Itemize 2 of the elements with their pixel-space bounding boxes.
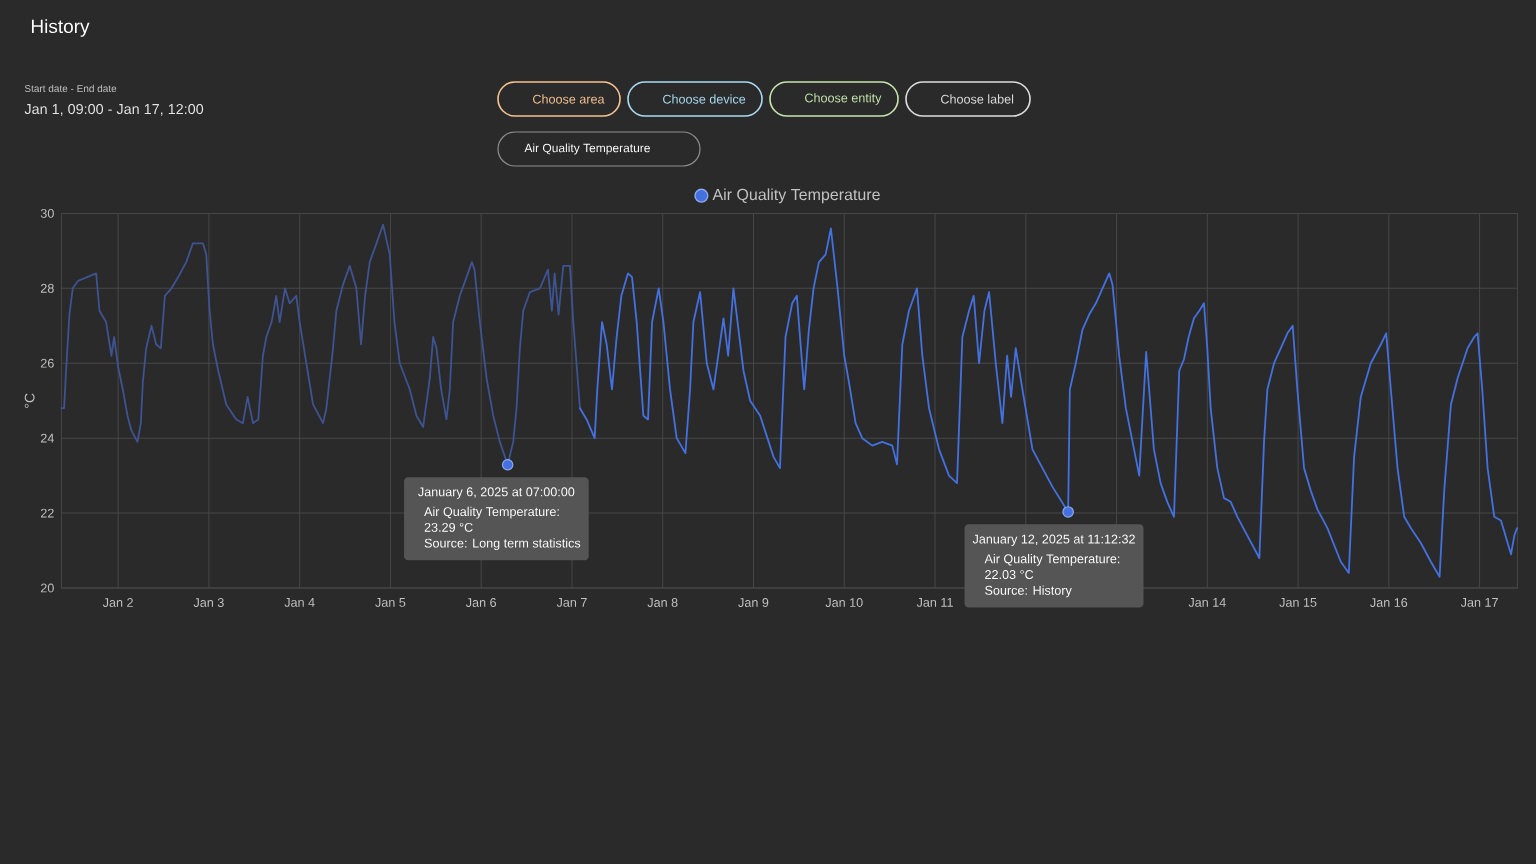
- legend-label: Air Quality Temperature: [712, 188, 880, 204]
- chart-title: History: [31, 19, 90, 37]
